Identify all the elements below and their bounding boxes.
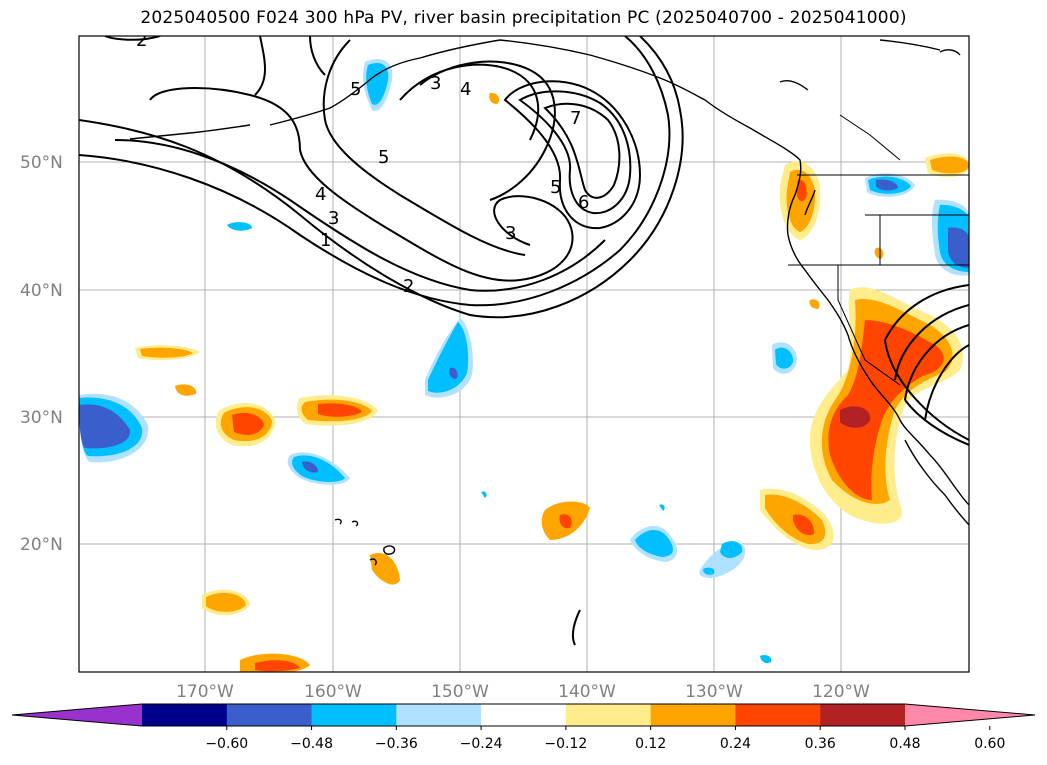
lon-label-160w: 160°W — [304, 682, 362, 702]
colorbar-segment — [650, 704, 736, 726]
contour-label: 4 — [315, 184, 326, 205]
lat-label-50n: 50°N — [20, 153, 63, 173]
colorbar-tick-label: 0.24 — [720, 736, 751, 752]
political-borders — [788, 114, 969, 386]
contour-label: 2 — [136, 30, 147, 51]
colorbar-segment — [142, 704, 228, 726]
colorbar-tick-label: −0.36 — [375, 736, 418, 752]
contour-labels: 2 3 4 5 7 5 6 3 4 3 1 2 5 — [136, 30, 589, 297]
map-background — [79, 36, 969, 672]
lat-label-20n: 20°N — [20, 535, 63, 555]
pv-contour-16 — [894, 304, 969, 381]
pv-contour-11 — [254, 36, 266, 96]
colorbar-extend-min — [12, 704, 142, 726]
colorbar-tick-label: 0.60 — [974, 736, 1005, 752]
colorbar-tick-label: −0.60 — [205, 736, 248, 752]
lon-label-150w: 150°W — [431, 682, 489, 702]
pv-contour-5 — [322, 39, 526, 256]
pv-contour-4 — [149, 87, 574, 282]
pv-contour-15 — [884, 284, 969, 341]
contour-label: 3 — [505, 223, 516, 244]
colorbar-tick-label: 0.48 — [889, 736, 920, 752]
lon-label-120w: 120°W — [812, 682, 870, 702]
colorbar-tick-label: 0.36 — [805, 736, 836, 752]
contour-label: 3 — [430, 73, 441, 94]
colorbar-tick-label: −0.48 — [290, 736, 333, 752]
contour-label: 2 — [403, 276, 414, 297]
map-frame — [78, 35, 970, 673]
pv-contour-10 — [543, 102, 621, 199]
latitude-labels: 50°N 40°N 30°N 20°N — [20, 153, 63, 555]
pv-contour-2 — [79, 36, 671, 307]
colorbar-extend-max — [905, 704, 1035, 726]
contour-label: 7 — [570, 108, 581, 129]
pv-contour-14 — [571, 609, 581, 646]
pv-contour-19 — [884, 339, 969, 441]
colorbar-segment — [565, 704, 652, 726]
coastlines — [129, 39, 969, 566]
pv-contour-1 — [79, 36, 684, 319]
colorbar-tick-label: −0.12 — [544, 736, 587, 752]
colorbar-segment — [396, 704, 482, 726]
colorbar-tick-label: −0.24 — [460, 736, 503, 752]
pv-contours — [79, 36, 969, 646]
longitude-labels: 170°W 160°W 150°W 140°W 130°W 120°W — [176, 682, 870, 702]
lat-label-30n: 30°N — [20, 408, 63, 428]
contour-label: 1 — [320, 230, 331, 251]
lon-label-130w: 130°W — [685, 682, 743, 702]
colorbar-segment — [481, 704, 567, 726]
pv-contour-20 — [904, 399, 969, 446]
contour-label: 6 — [578, 192, 589, 213]
pv-contour-6 — [419, 60, 556, 201]
contour-label: 3 — [328, 208, 339, 229]
pv-contour-12 — [309, 36, 326, 76]
colorbar-segment — [820, 704, 906, 726]
pv-contour-3 — [114, 139, 606, 292]
pv-contour-7 — [399, 63, 540, 141]
pv-contour-8 — [503, 80, 642, 230]
contour-label: 5 — [350, 79, 361, 100]
pv-contour-13 — [104, 36, 161, 41]
colorbar-tick-label: 0.12 — [635, 736, 666, 752]
colorbar: −0.60 −0.48 −0.36 −0.24 −0.12 0.12 0.24 0.36 0.4… — [11, 703, 1036, 752]
pv-contour-9 — [518, 90, 632, 215]
lon-label-170w: 170°W — [176, 682, 234, 702]
colorbar-segment — [311, 704, 397, 726]
map-title: 2025040500 F024 300 hPa PV, river basin … — [140, 8, 907, 28]
colorbar-segment — [226, 704, 313, 726]
contour-label: 4 — [460, 79, 471, 100]
colorbar-segment — [735, 704, 821, 726]
map-layers: 2 3 4 5 7 5 6 3 4 3 1 2 5 — [79, 30, 969, 672]
lat-label-40n: 40°N — [20, 281, 63, 301]
lon-label-140w: 140°W — [558, 682, 616, 702]
contour-label: 5 — [378, 147, 389, 168]
colorbar-outline — [11, 703, 1036, 727]
contour-label: 5 — [550, 177, 561, 198]
